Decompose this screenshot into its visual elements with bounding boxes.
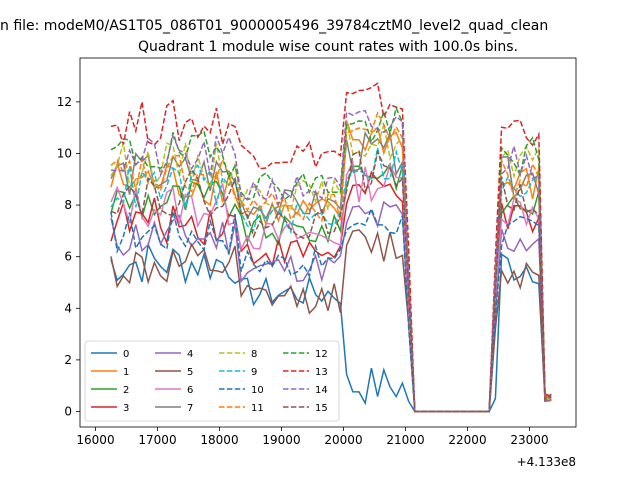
legend-label: 5 bbox=[187, 367, 193, 378]
legend-label: 9 bbox=[251, 367, 257, 378]
x-tick-label: 20000 bbox=[324, 433, 362, 447]
x-tick-label: 17000 bbox=[138, 433, 176, 447]
x-tick-label: 16000 bbox=[76, 433, 114, 447]
x-axis: 16000 17000 18000 19000 20000 21000 22000 23000 bbox=[76, 427, 549, 447]
legend-label: 14 bbox=[315, 385, 328, 396]
chart-title: Quadrant 1 module wise count rates with … bbox=[138, 39, 518, 55]
y-tick-label: 0 bbox=[64, 405, 72, 419]
legend-label: 6 bbox=[187, 385, 193, 396]
x-offset-label: +4.133e8 bbox=[517, 455, 576, 469]
legend-label: 8 bbox=[251, 349, 257, 360]
legend-label: 7 bbox=[187, 403, 193, 414]
x-tick-label: 21000 bbox=[386, 433, 424, 447]
x-tick-label: 18000 bbox=[200, 433, 238, 447]
x-tick-label: 19000 bbox=[262, 433, 300, 447]
y-tick-label: 6 bbox=[64, 250, 72, 264]
series-layer bbox=[110, 82, 552, 413]
y-tick-label: 10 bbox=[57, 146, 72, 160]
y-tick-label: 2 bbox=[64, 353, 72, 367]
y-axis: 0 2 4 6 8 10 12 bbox=[57, 95, 80, 419]
legend-label: 15 bbox=[315, 403, 328, 414]
legend-label: 2 bbox=[123, 385, 129, 396]
figure-suptitle: n file: modeM0/AS1T05_086T01_9000005496_… bbox=[0, 18, 548, 34]
legend-box bbox=[84, 340, 340, 422]
x-tick-label: 23000 bbox=[510, 433, 548, 447]
y-tick-label: 8 bbox=[64, 198, 72, 212]
legend-label: 4 bbox=[187, 349, 193, 360]
legend-label: 3 bbox=[123, 403, 129, 414]
legend-label: 0 bbox=[123, 349, 129, 360]
y-tick-label: 12 bbox=[57, 95, 72, 109]
legend-label: 1 bbox=[123, 367, 129, 378]
plot-frame bbox=[79, 57, 577, 428]
legend-label: 12 bbox=[315, 349, 328, 360]
x-tick-label: 22000 bbox=[448, 433, 486, 447]
series-line-15 bbox=[110, 149, 552, 413]
legend-label: 11 bbox=[251, 403, 264, 414]
y-tick-label: 4 bbox=[64, 301, 72, 315]
legend-label: 13 bbox=[315, 367, 328, 378]
legend-label: 10 bbox=[251, 385, 264, 396]
